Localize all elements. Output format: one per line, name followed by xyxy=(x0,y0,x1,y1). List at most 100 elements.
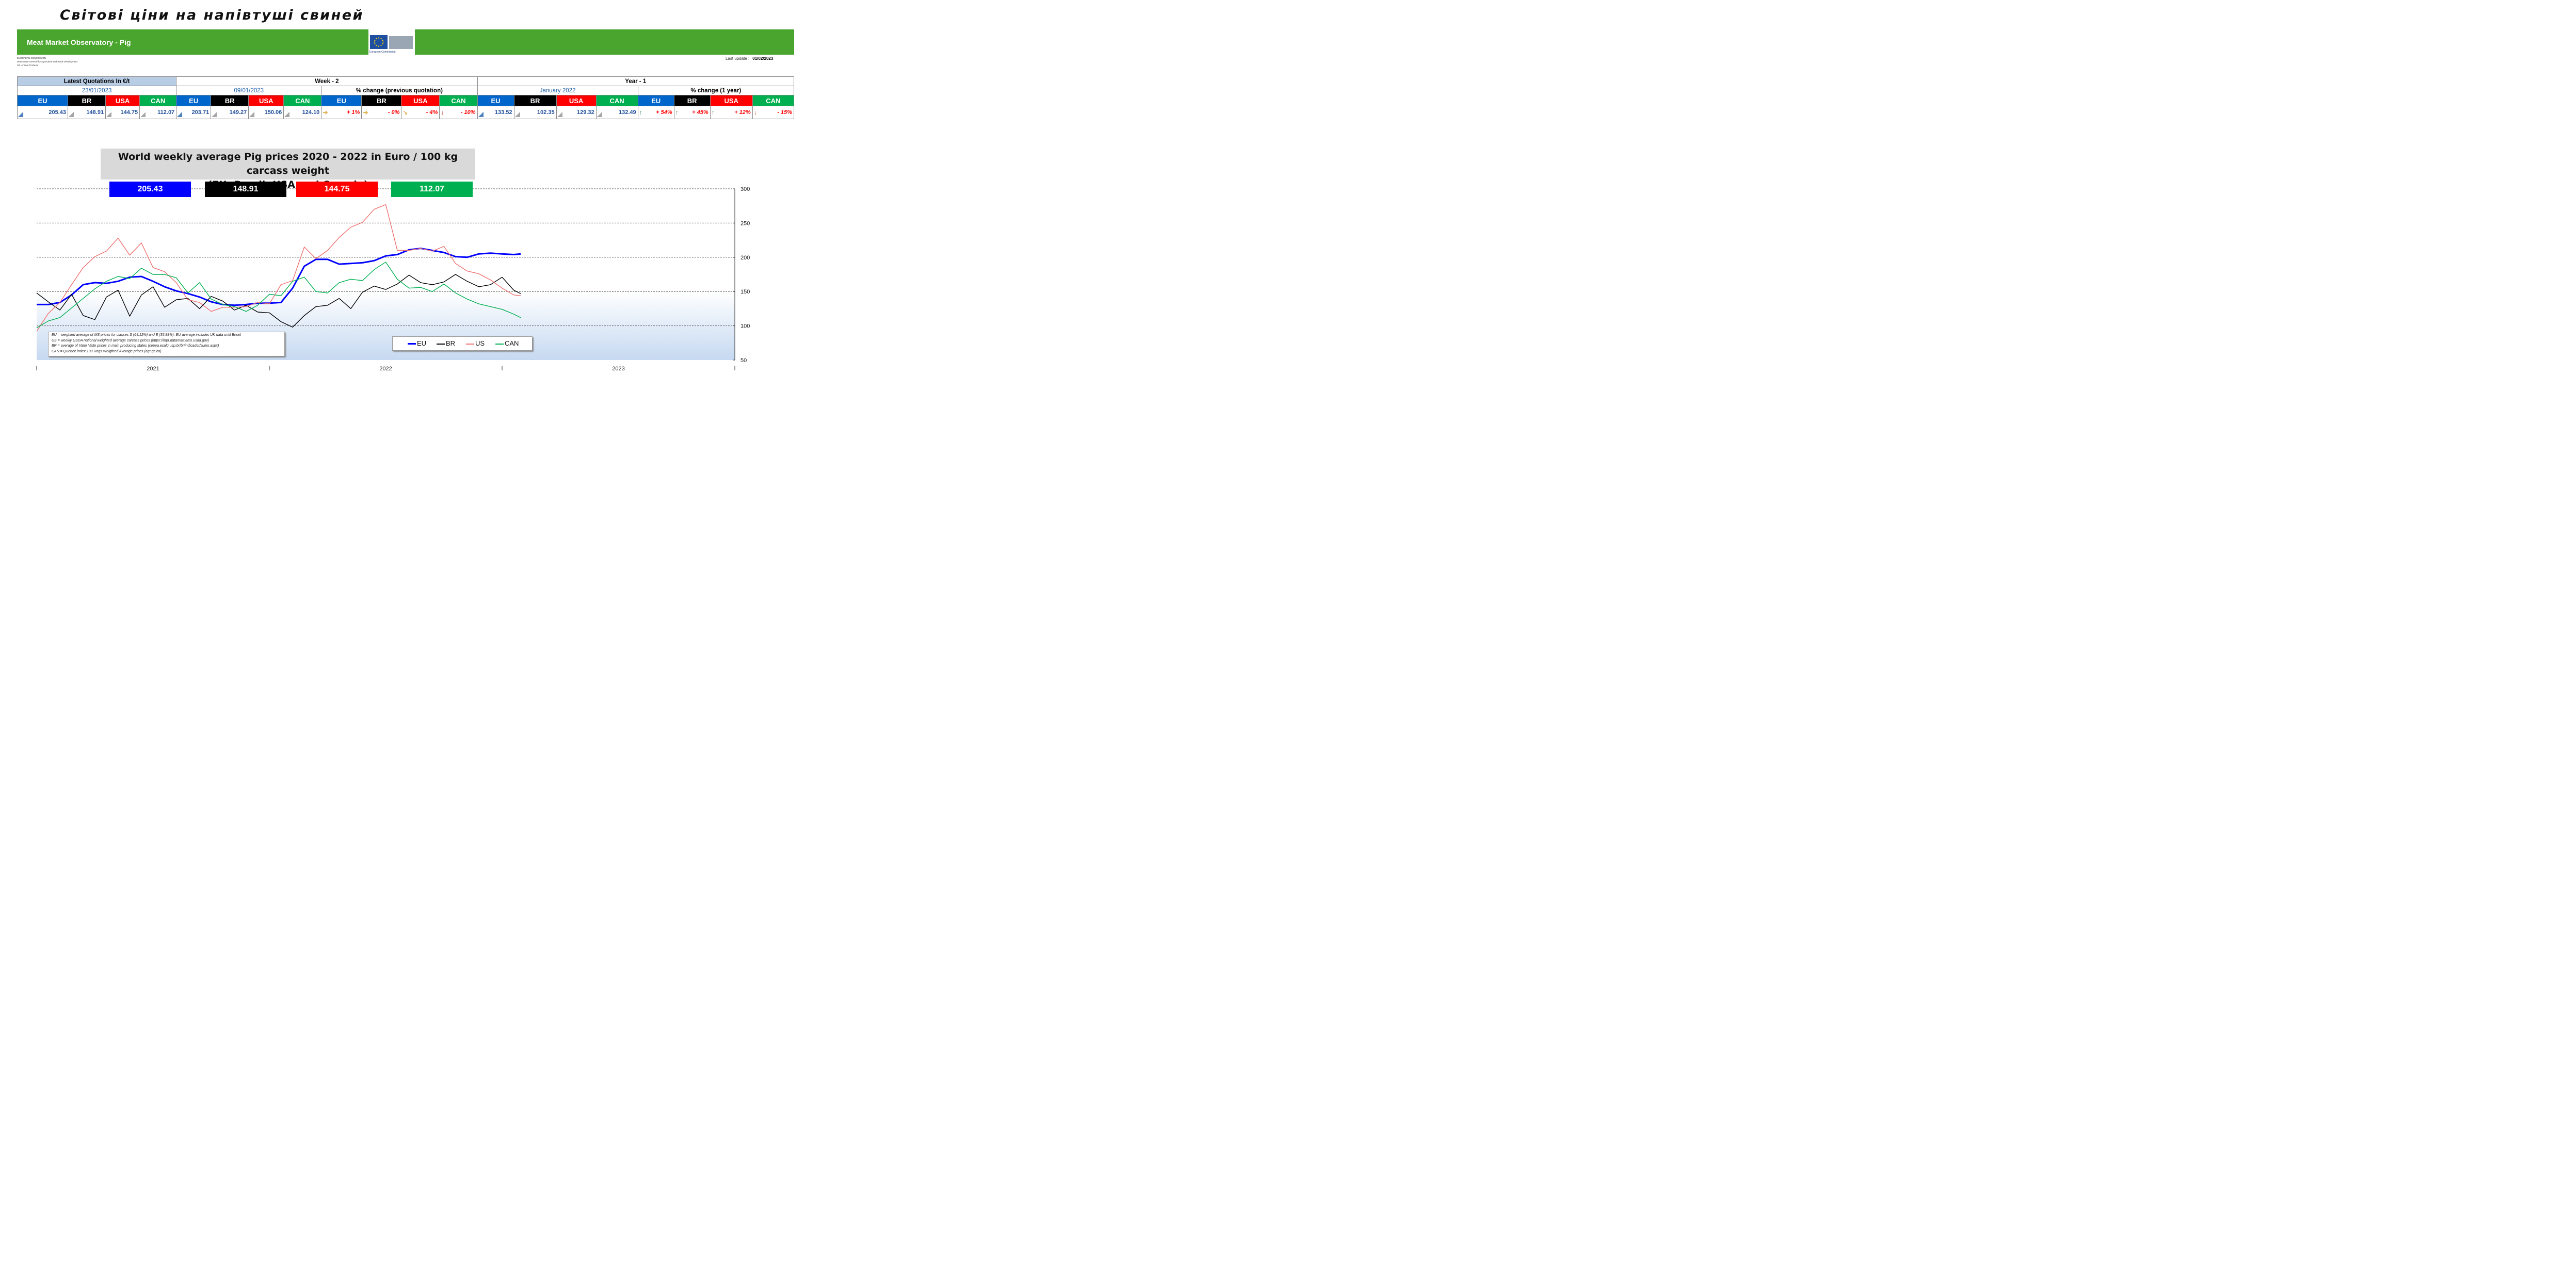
mini-chart-icon xyxy=(514,112,520,117)
week-br-cell: 149.27 xyxy=(211,106,249,119)
badge-us: 144.75 xyxy=(296,182,378,197)
arrow-down-icon: ↓ xyxy=(441,109,444,116)
subheader-line: G3. Animal Products xyxy=(17,64,39,67)
european-commission-logo: European Commission xyxy=(368,29,415,59)
y-tick-label: 200 xyxy=(740,255,750,261)
week-change-can-cell: ↓ - 10% xyxy=(439,106,478,119)
banner-title: Meat Market Observatory - Pig xyxy=(27,38,131,46)
week-change-eu: + 1% xyxy=(346,109,360,116)
chart-title: World weekly average Pig prices 2020 - 2… xyxy=(101,149,475,190)
week-eu: 203.71 xyxy=(191,109,210,116)
mini-chart-icon xyxy=(557,112,562,117)
week-change-eu-cell: ➔ + 1% xyxy=(321,106,362,119)
y-tick-label: 100 xyxy=(740,323,750,330)
mini-chart-icon xyxy=(69,112,74,117)
series-lines xyxy=(36,204,521,332)
week-br: 149.27 xyxy=(229,109,247,116)
legend-label: US xyxy=(475,339,485,347)
year-can: 132.49 xyxy=(618,109,636,116)
eu-flag-icon xyxy=(370,35,388,49)
mini-chart-icon xyxy=(18,112,23,117)
note-line: EU = weighted average of MS prices for c… xyxy=(52,333,242,337)
arrow-right-icon: ➔ xyxy=(363,109,368,116)
legend-swatch xyxy=(495,343,504,345)
x-tick-label: 2021 xyxy=(147,366,159,372)
series-line-br xyxy=(36,274,521,328)
legend-swatch xyxy=(437,343,445,345)
week-can-cell: 124.10 xyxy=(283,106,322,119)
year-eu-cell: 133.52 xyxy=(477,106,514,119)
week-change-br-cell: ➔ - 0% xyxy=(361,106,402,119)
week-change-usa-cell: ↘ - 4% xyxy=(401,106,440,119)
year-change-eu-cell: ↑ + 54% xyxy=(637,106,674,119)
year-can-cell: 132.49 xyxy=(595,106,638,119)
x-tick-label: 2022 xyxy=(379,366,392,372)
col-br: BR xyxy=(673,95,711,106)
latest-usa: 144.75 xyxy=(120,109,138,116)
y-tick-label: 50 xyxy=(740,357,747,364)
latest-eu-cell: 205.43 xyxy=(17,106,69,119)
year-change-br: + 45% xyxy=(692,109,709,116)
mini-chart-icon xyxy=(177,112,183,117)
last-update-value: 01/02/2023 xyxy=(752,56,774,61)
col-can: CAN xyxy=(752,95,795,106)
col-can: CAN xyxy=(439,95,478,106)
year-usa-cell: 129.32 xyxy=(556,106,597,119)
col-usa: USA xyxy=(556,95,597,106)
mini-chart-icon xyxy=(478,112,484,117)
y-tick-label: 300 xyxy=(740,186,750,192)
col-usa: USA xyxy=(105,95,140,106)
latest-br: 148.91 xyxy=(86,109,104,116)
chart-title-line: World weekly average Pig prices 2020 - 2… xyxy=(118,151,458,176)
col-usa: USA xyxy=(710,95,753,106)
arrow-right-icon: ➔ xyxy=(323,109,328,116)
col-eu: EU xyxy=(17,95,69,106)
note-line: BR = average of Valor Viste prices in ma… xyxy=(52,344,219,348)
week-change-can: - 10% xyxy=(460,109,476,116)
series-line-can xyxy=(36,262,521,329)
week-change-usa: - 4% xyxy=(426,109,438,116)
legend-label: BR xyxy=(446,339,456,347)
note-line: US = weekly USDA national weighted avera… xyxy=(52,338,210,343)
subheader-text: EUROPEAN COMMISSION Directorate-General … xyxy=(17,56,77,67)
week-change-br: - 0% xyxy=(388,109,400,116)
arrow-up-icon: ↑ xyxy=(675,109,679,116)
arrow-down-icon: ↓ xyxy=(753,109,757,116)
col-eu: EU xyxy=(477,95,514,106)
quotations-table: Latest Quotations In €/t Week - 2 Year -… xyxy=(17,76,795,119)
page-title: Світові ціни на напівтуші свиней xyxy=(60,7,364,23)
year-br-cell: 102.35 xyxy=(513,106,557,119)
year-change-can: - 15% xyxy=(777,109,792,116)
col-can: CAN xyxy=(283,95,322,106)
col-can: CAN xyxy=(595,95,638,106)
latest-usa-cell: 144.75 xyxy=(105,106,140,119)
year-change-br-cell: ↑ + 45% xyxy=(673,106,711,119)
legend-swatch xyxy=(466,343,474,345)
latest-date: 23/01/2023 xyxy=(17,86,177,95)
col-eu: EU xyxy=(637,95,674,106)
x-axis: 2021 2022 2023 xyxy=(36,366,735,372)
latest-eu: 205.43 xyxy=(49,109,67,116)
x-tick-label: 2023 xyxy=(612,366,624,372)
arrow-down-right-icon: ↘ xyxy=(403,109,408,116)
arrow-up-icon: ↑ xyxy=(711,109,715,116)
col-usa: USA xyxy=(248,95,284,106)
y-tick-label: 250 xyxy=(740,220,750,226)
year-change-can-cell: ↓ - 15% xyxy=(752,106,795,119)
header-banner: Meat Market Observatory - Pig European C… xyxy=(17,29,794,59)
week-eu-cell: 203.71 xyxy=(176,106,212,119)
legend-label: CAN xyxy=(505,339,519,347)
last-update-label: Last update : xyxy=(726,56,750,61)
mini-chart-icon xyxy=(249,112,255,117)
mini-chart-icon xyxy=(140,112,146,117)
latest-br-cell: 148.91 xyxy=(68,106,106,119)
mini-chart-icon xyxy=(597,112,602,117)
legend-label: EU xyxy=(417,339,427,347)
last-update: Last update :01/02/2023 xyxy=(726,56,773,61)
mini-chart-icon xyxy=(106,112,112,117)
y-axis: 50 100 150 200 250 300 xyxy=(733,186,750,364)
badge-br: 148.91 xyxy=(205,182,286,197)
week-usa-cell: 150.06 xyxy=(248,106,284,119)
subheader-line: EUROPEAN COMMISSION xyxy=(17,57,46,59)
year-br: 102.35 xyxy=(537,109,555,116)
